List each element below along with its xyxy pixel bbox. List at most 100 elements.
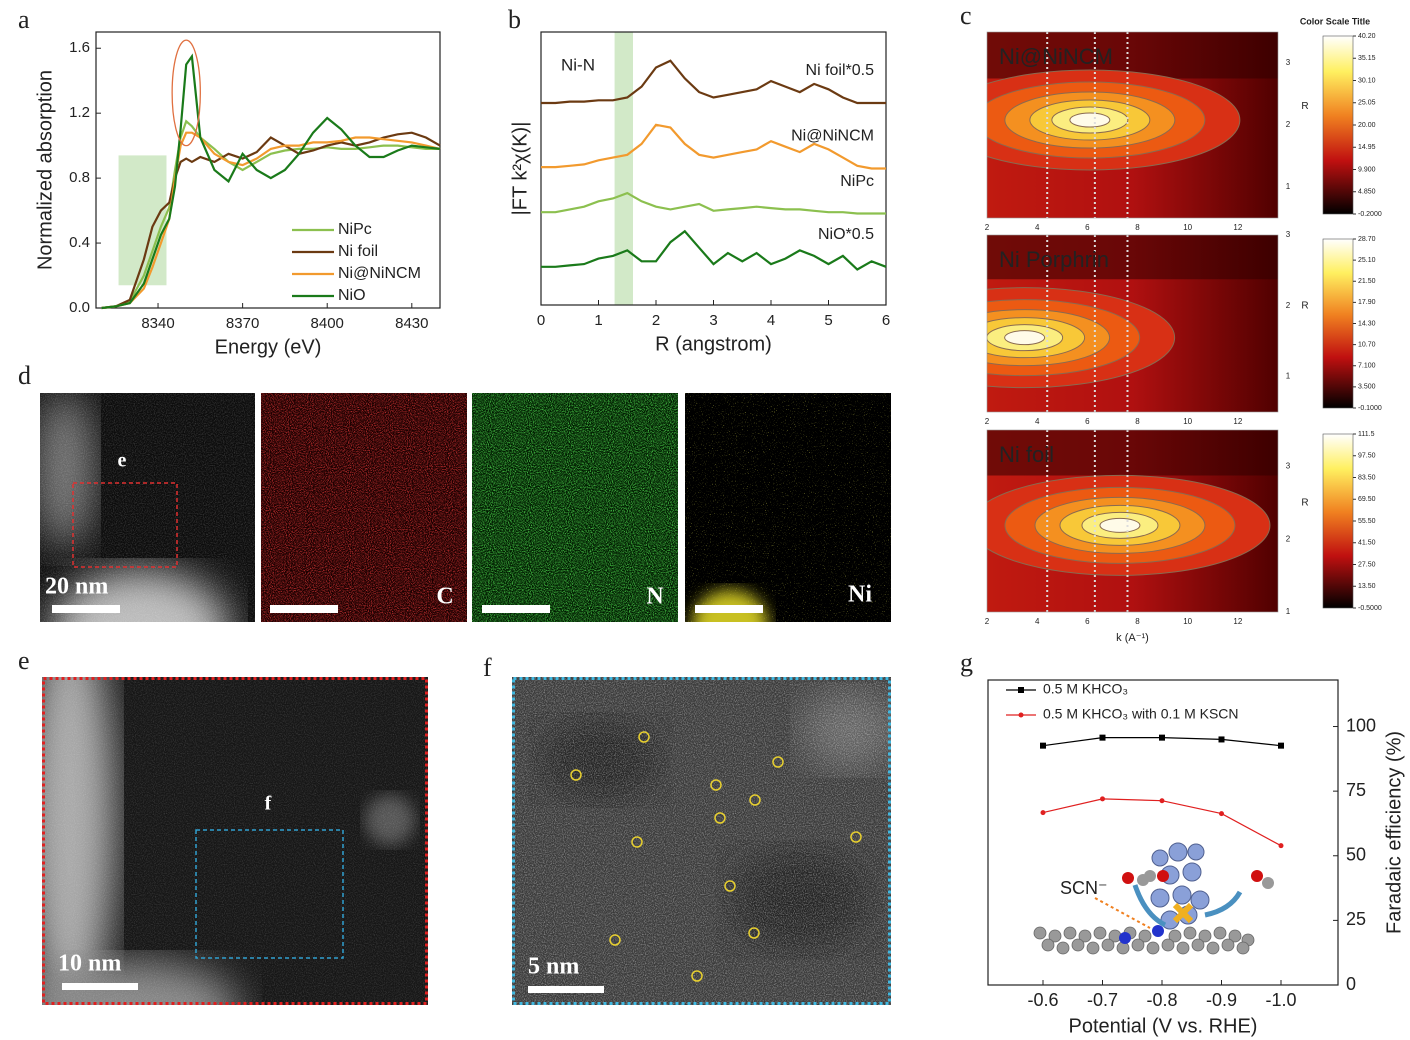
- y-tick-label: 0.4: [69, 234, 90, 251]
- x-tick-label: 12: [1233, 417, 1242, 426]
- scale-label: 20 nm: [45, 574, 108, 600]
- colorbar-tick-label: -0.5000: [1358, 605, 1382, 612]
- x-tick-label: 6: [882, 312, 890, 329]
- inset-label: e: [118, 450, 127, 472]
- y-tick-label: 1: [1286, 182, 1291, 191]
- x-tick-label: 4: [767, 312, 775, 329]
- inset-label: f: [265, 793, 272, 815]
- x-axis-title: Energy (eV): [215, 336, 322, 358]
- x-tick-label: 2: [652, 312, 660, 329]
- x-axis-title: Potential (V vs. RHE): [1069, 1015, 1258, 1037]
- data-point: [1219, 736, 1225, 742]
- legend-label: 0.5 M KHCO₃: [1043, 681, 1128, 697]
- series-line: [541, 193, 886, 213]
- colorbar-tick-label: 17.90: [1358, 299, 1376, 306]
- panel-d: d e 20 nm C N Ni: [18, 361, 891, 690]
- x-tick-label: -0.6: [1027, 990, 1058, 1010]
- x-tick-label: 6: [1085, 617, 1090, 626]
- x-tick-label: 10: [1183, 617, 1192, 626]
- x-tick-label: -0.8: [1146, 990, 1177, 1010]
- y-tick-label: 100: [1346, 715, 1376, 735]
- colorbar-title: Color Scale Title: [1300, 16, 1370, 26]
- x-tick-label: -0.9: [1206, 990, 1237, 1010]
- colorbar-tick-label: 25.05: [1358, 100, 1376, 107]
- x-tick-label: -1.0: [1265, 990, 1296, 1010]
- colorbar: [1323, 239, 1353, 408]
- data-point: [1279, 843, 1284, 848]
- colorbar-tick-label: 55.50: [1358, 518, 1376, 525]
- series-label: NiPc: [840, 173, 874, 190]
- scale-bar: [62, 983, 138, 990]
- legend-label: Ni foil: [338, 243, 378, 260]
- colorbar-tick-label: 13.50: [1358, 583, 1376, 590]
- x-tick-label: 1: [594, 312, 602, 329]
- scale-bar: [695, 605, 763, 613]
- contour-level: [1005, 331, 1045, 345]
- data-point: [1160, 798, 1165, 803]
- x-tick-label: 8: [1135, 617, 1140, 626]
- x-tick-label: 5: [824, 312, 832, 329]
- colorbar-tick-label: 69.50: [1358, 496, 1376, 503]
- x-tick-label: 6: [1085, 417, 1090, 426]
- colorbar-tick-label: 10.70: [1358, 341, 1376, 348]
- colorbar-tick-label: 9.900: [1358, 166, 1376, 173]
- figure: d e 20 nm C N Ni e f 10 nm f: [0, 0, 1410, 1040]
- y-tick-label: 2: [1286, 534, 1291, 543]
- panel-label: g: [960, 648, 973, 677]
- x-tick-label: 8370: [226, 315, 259, 332]
- y-axis-title: Faradaic efficiency (%): [1383, 731, 1405, 934]
- y-tick-label: 75: [1346, 780, 1366, 800]
- y-tick-label: 1: [1286, 607, 1291, 616]
- y-tick-label: 3: [1286, 462, 1291, 471]
- colorbar-tick-label: 14.30: [1358, 320, 1376, 327]
- x-tick-label: 3: [709, 312, 717, 329]
- element-label: C: [436, 584, 453, 610]
- y-tick-label: 3: [1286, 230, 1291, 239]
- colorbar-tick-label: 20.00: [1358, 122, 1376, 129]
- x-axis-title: R (angstrom): [655, 333, 772, 355]
- data-point: [1041, 810, 1046, 815]
- colorbar-tick-label: 35.15: [1358, 55, 1376, 62]
- colorbar-tick-label: -0.1000: [1358, 405, 1382, 412]
- data-point: [1159, 735, 1165, 741]
- panel-label: e: [18, 646, 30, 675]
- y-tick-label: 50: [1346, 845, 1366, 865]
- data-point: [1019, 713, 1024, 718]
- x-tick-label: 8: [1135, 417, 1140, 426]
- panel-label: c: [960, 1, 972, 30]
- data-point: [1100, 735, 1106, 741]
- x-tick-label: 4: [1035, 223, 1040, 232]
- panel-e: e f 10 nm: [18, 620, 428, 1040]
- y-axis-title: R: [1301, 497, 1308, 508]
- y-tick-label: 0.8: [69, 169, 90, 186]
- element-label: N: [646, 584, 664, 610]
- scale-bar: [482, 605, 550, 613]
- contour-level: [1100, 518, 1140, 532]
- x-tick-label: 4: [1035, 617, 1040, 626]
- x-tick-label: 8: [1135, 223, 1140, 232]
- scale-bar: [270, 605, 338, 613]
- x-tick-label: 10: [1183, 223, 1192, 232]
- y-tick-label: 2: [1286, 301, 1291, 310]
- series-label: Ni@NiNCM: [791, 128, 874, 145]
- colorbar-tick-label: 3.500: [1358, 384, 1376, 391]
- x-tick-label: 2: [985, 417, 990, 426]
- series-label: Ni foil*0.5: [806, 62, 875, 79]
- haadf-image: [35, 390, 255, 690]
- x-tick-label: 12: [1233, 617, 1242, 626]
- x-axis-title: k (A⁻¹): [1116, 632, 1149, 644]
- x-tick-label: 4: [1035, 417, 1040, 426]
- x-tick-label: -0.7: [1087, 990, 1118, 1010]
- y-tick-label: 25: [1346, 909, 1366, 929]
- y-axis-title: R: [1301, 300, 1308, 311]
- y-tick-label: 1: [1286, 372, 1291, 381]
- scale-label: 10 nm: [58, 951, 121, 977]
- x-tick-label: 2: [985, 223, 990, 232]
- colorbar-tick-label: 21.50: [1358, 278, 1376, 285]
- x-tick-label: 8340: [141, 315, 174, 332]
- x-tick-label: 6: [1085, 223, 1090, 232]
- colorbar-tick-label: 41.50: [1358, 540, 1376, 547]
- y-tick-label: 0.0: [69, 299, 90, 316]
- x-tick-label: 12: [1233, 223, 1242, 232]
- y-axis-title: R: [1301, 101, 1308, 112]
